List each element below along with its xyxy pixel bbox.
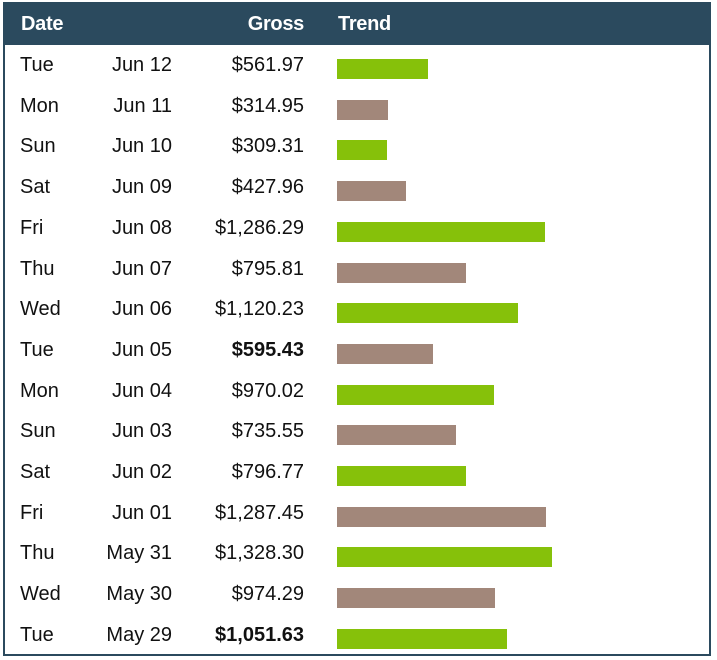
row-date: Jun 10 bbox=[111, 135, 172, 158]
row-date: May 30 bbox=[106, 583, 172, 606]
table-row: Thu Jun 07 $795.81 bbox=[5, 249, 709, 290]
table-row: Wed May 30 $974.29 bbox=[5, 574, 709, 615]
row-gross: $1,286.29 bbox=[215, 216, 304, 239]
table-row: Thu May 31 $1,328.30 bbox=[5, 533, 709, 574]
column-header-gross: Gross bbox=[247, 13, 305, 35]
row-date: Jun 11 bbox=[113, 94, 172, 117]
row-day: Mon bbox=[20, 379, 59, 402]
trend-bar bbox=[337, 343, 433, 364]
row-gross: $970.02 bbox=[231, 379, 304, 402]
row-gross: $796.77 bbox=[231, 461, 304, 483]
table-row: Tue May 29 $1,051.63 bbox=[5, 615, 709, 656]
row-gross: $309.31 bbox=[231, 135, 304, 158]
row-gross: $974.29 bbox=[231, 583, 304, 606]
trend-bar bbox=[337, 588, 495, 609]
row-date: Jun 04 bbox=[111, 379, 172, 402]
row-gross: $735.55 bbox=[231, 420, 304, 443]
row-date: Jun 01 bbox=[111, 501, 172, 524]
table-row: Mon Jun 04 $970.02 bbox=[5, 371, 709, 412]
row-date: May 29 bbox=[106, 623, 172, 646]
table-row: Mon Jun 11 $314.95 bbox=[5, 86, 709, 127]
column-header-trend: Trend bbox=[338, 13, 391, 35]
table-row: Sun Jun 10 $309.31 bbox=[5, 126, 709, 167]
row-day: Wed bbox=[20, 298, 61, 321]
trend-bar bbox=[337, 425, 456, 446]
row-date: Jun 05 bbox=[111, 338, 172, 361]
column-header-date: Date bbox=[21, 13, 64, 35]
trend-bar bbox=[337, 303, 518, 324]
row-date: Jun 06 bbox=[111, 298, 172, 321]
trend-bar bbox=[337, 384, 494, 405]
row-day: Sun bbox=[20, 135, 56, 158]
trend-bar bbox=[337, 221, 545, 242]
trend-bar bbox=[337, 628, 507, 649]
row-gross: $1,328.30 bbox=[215, 542, 304, 565]
trend-bar bbox=[337, 262, 466, 283]
trend-bar bbox=[337, 140, 387, 161]
row-gross: $1,051.63 bbox=[215, 623, 304, 646]
row-day: Sun bbox=[20, 420, 56, 443]
table-row: Wed Jun 06 $1,120.23 bbox=[5, 289, 709, 330]
row-gross: $314.95 bbox=[231, 94, 304, 117]
row-gross: $561.97 bbox=[231, 54, 304, 76]
trend-bar bbox=[337, 547, 552, 568]
table-row: Tue Jun 12 $561.97 bbox=[5, 45, 709, 86]
trend-bar bbox=[337, 59, 428, 79]
table-row: Fri Jun 01 $1,287.45 bbox=[5, 493, 709, 534]
row-day: Sat bbox=[20, 461, 51, 483]
trend-bar bbox=[337, 506, 546, 527]
row-gross: $595.43 bbox=[231, 338, 304, 361]
row-day: Sat bbox=[20, 176, 51, 199]
table-row: Sat Jun 09 $427.96 bbox=[5, 167, 709, 208]
row-gross: $1,120.23 bbox=[215, 298, 304, 321]
row-date: Jun 09 bbox=[111, 176, 172, 199]
trend-bar bbox=[337, 99, 388, 120]
row-date: May 31 bbox=[106, 542, 172, 565]
row-day: Mon bbox=[20, 94, 59, 117]
row-date: Jun 02 bbox=[111, 461, 172, 483]
row-day: Thu bbox=[20, 257, 55, 280]
row-day: Tue bbox=[20, 54, 54, 76]
row-day: Tue bbox=[20, 623, 54, 646]
row-day: Thu bbox=[20, 542, 55, 565]
trend-bar bbox=[337, 466, 466, 486]
row-date: Jun 07 bbox=[111, 257, 172, 280]
row-date: Jun 03 bbox=[111, 420, 172, 443]
trend-bar bbox=[337, 181, 406, 202]
row-day: Wed bbox=[20, 583, 61, 606]
sales-table: Date Gross Trend Tue Jun 12 $561.97 Mon Jun … bbox=[3, 2, 711, 656]
row-day: Tue bbox=[20, 338, 54, 361]
row-day: Fri bbox=[20, 216, 44, 239]
table-row: Tue Jun 05 $595.43 bbox=[5, 330, 709, 371]
row-date: Jun 08 bbox=[111, 216, 172, 239]
row-gross: $795.81 bbox=[231, 257, 304, 280]
row-gross: $1,287.45 bbox=[215, 501, 304, 524]
row-gross: $427.96 bbox=[231, 176, 304, 199]
table-row: Sat Jun 02 $796.77 bbox=[5, 452, 709, 493]
row-date: Jun 12 bbox=[111, 54, 172, 76]
row-day: Fri bbox=[20, 501, 44, 524]
table-header: Date Gross Trend bbox=[5, 4, 709, 45]
table-row: Fri Jun 08 $1,286.29 bbox=[5, 208, 709, 249]
table-row: Sun Jun 03 $735.55 bbox=[5, 411, 709, 452]
